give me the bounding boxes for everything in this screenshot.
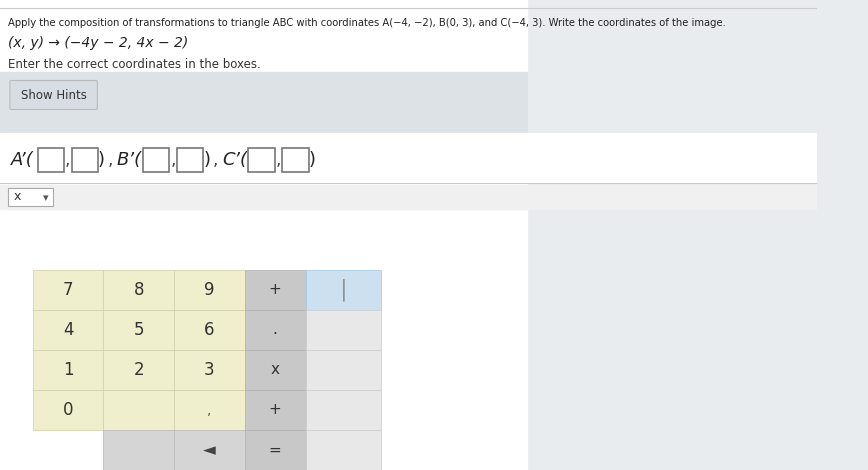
Text: ,: ,: [170, 151, 175, 169]
Text: =: =: [269, 442, 281, 457]
Bar: [33, 310, 103, 350]
Bar: [103, 310, 174, 350]
Bar: [103, 390, 174, 430]
Bar: [33, 390, 103, 430]
Bar: [306, 390, 381, 430]
Text: x: x: [13, 190, 21, 204]
Bar: [71, 148, 98, 172]
Text: ◄: ◄: [203, 441, 216, 459]
Text: ,: ,: [207, 403, 212, 417]
Bar: [143, 148, 169, 172]
Text: 3: 3: [204, 361, 214, 379]
Bar: [33, 350, 103, 390]
Bar: [174, 310, 245, 350]
Text: A’(: A’(: [11, 151, 34, 169]
Text: .: .: [273, 322, 278, 337]
Text: 2: 2: [134, 361, 144, 379]
Text: +: +: [269, 282, 281, 298]
Text: Show Hints: Show Hints: [21, 88, 87, 102]
Text: Apply the composition of transformations to triangle ABC with coordinates A(−4, : Apply the composition of transformations…: [8, 18, 726, 28]
Bar: [248, 148, 274, 172]
Bar: [177, 148, 203, 172]
Bar: [245, 350, 306, 390]
Text: x: x: [271, 362, 279, 377]
Text: │: │: [338, 279, 349, 301]
Bar: [174, 390, 245, 430]
Text: 9: 9: [204, 281, 214, 299]
Bar: [306, 350, 381, 390]
Text: 0: 0: [63, 401, 74, 419]
Text: ): ): [309, 151, 316, 169]
Bar: [245, 310, 306, 350]
Text: ,: ,: [65, 151, 70, 169]
Text: ): ): [203, 151, 210, 169]
Bar: [245, 270, 306, 310]
Bar: [103, 430, 174, 470]
Bar: [306, 310, 381, 350]
Bar: [0, 185, 817, 209]
Bar: [0, 0, 527, 470]
Bar: [174, 350, 245, 390]
Bar: [174, 430, 245, 470]
Text: ): ): [98, 151, 105, 169]
Bar: [306, 270, 381, 310]
Bar: [245, 430, 306, 470]
FancyBboxPatch shape: [10, 80, 97, 110]
Text: +: +: [269, 402, 281, 417]
Bar: [8, 188, 53, 206]
Bar: [103, 270, 174, 310]
Bar: [37, 148, 64, 172]
Text: B’(: B’(: [116, 151, 141, 169]
Bar: [282, 148, 309, 172]
Bar: [306, 430, 381, 470]
Text: ,: ,: [108, 151, 113, 169]
Bar: [33, 270, 103, 310]
Text: C’(: C’(: [222, 151, 247, 169]
Bar: [245, 390, 306, 430]
Text: 4: 4: [63, 321, 74, 339]
Bar: [103, 350, 174, 390]
Text: 7: 7: [63, 281, 74, 299]
Bar: [174, 270, 245, 310]
Text: 1: 1: [62, 361, 74, 379]
Text: Enter the correct coordinates in the boxes.: Enter the correct coordinates in the box…: [8, 58, 260, 71]
Bar: [0, 133, 817, 183]
Bar: [0, 72, 527, 132]
Text: ,: ,: [276, 151, 281, 169]
Text: 8: 8: [134, 281, 144, 299]
Text: ▾: ▾: [43, 193, 49, 203]
Text: ,: ,: [213, 151, 218, 169]
Text: (x, y) → (−4y − 2, 4x − 2): (x, y) → (−4y − 2, 4x − 2): [8, 36, 187, 50]
Text: 6: 6: [204, 321, 214, 339]
Text: 5: 5: [134, 321, 144, 339]
